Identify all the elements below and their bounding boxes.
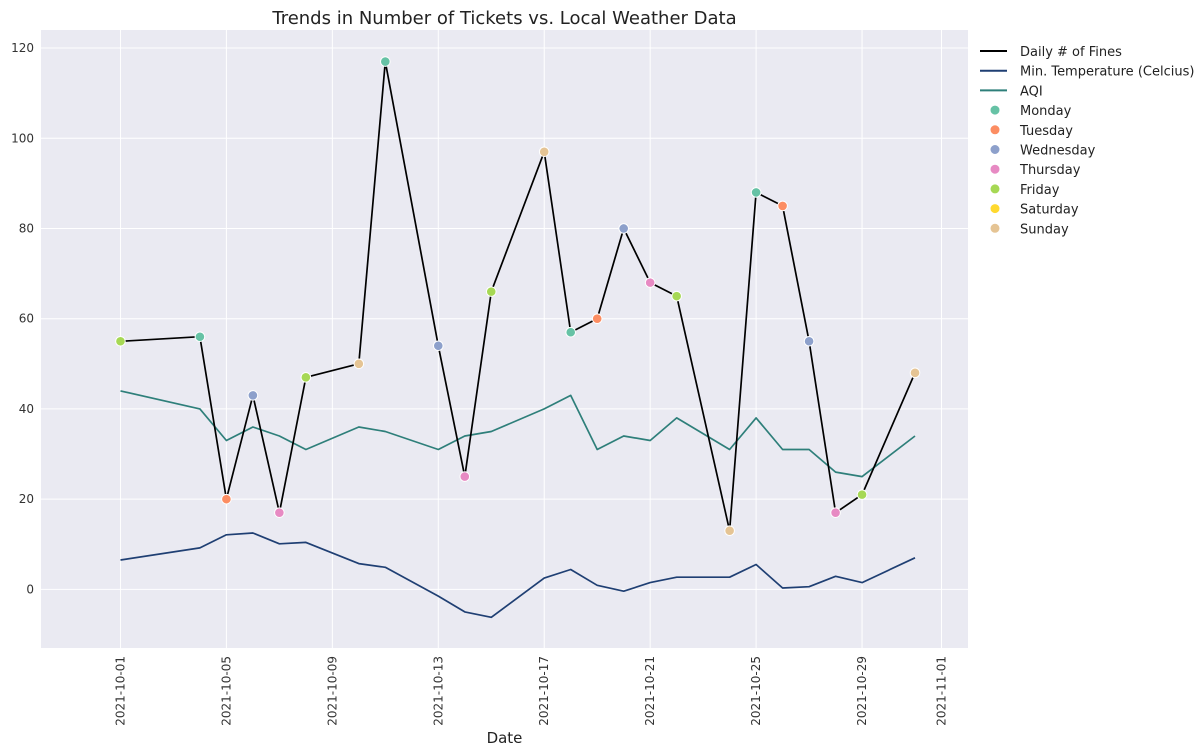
fines-marker [538, 146, 550, 158]
y-tick-label: 60 [19, 312, 34, 326]
y-tick-label: 80 [19, 221, 34, 235]
legend-entry: AQI [1020, 84, 1043, 99]
series-line-0 [120, 60, 916, 532]
legend-entry: Monday [1020, 104, 1072, 119]
legend-marker-swatch [989, 203, 1001, 215]
y-tick-label: 100 [11, 131, 34, 145]
legend-entry: Tuesday [1019, 124, 1073, 139]
y-tick-label: 0 [26, 582, 34, 596]
x-tick-label: 2021-10-17 [537, 656, 551, 726]
x-tick-label: 2021-10-09 [325, 656, 339, 726]
fines-marker [221, 493, 232, 505]
fines-marker [591, 313, 603, 325]
chart-title: Trends in Number of Tickets vs. Local We… [271, 8, 736, 29]
fines-marker [353, 358, 365, 370]
fines-marker [194, 331, 206, 343]
fines-marker [644, 277, 656, 288]
fines-marker [803, 335, 815, 347]
y-tick-label: 40 [19, 402, 34, 416]
fines-marker [671, 290, 682, 302]
fines-marker [459, 471, 471, 482]
legend-marker-swatch [989, 183, 1001, 195]
x-axis-label: Date [487, 729, 523, 747]
x-tick-label: 2021-10-21 [643, 656, 657, 726]
fines-marker [724, 525, 735, 537]
fines-marker [432, 340, 444, 352]
y-axis-ticks: 0 20 40 60 80 100 120 [11, 41, 34, 596]
legend-entry: Daily # of Fines [1020, 45, 1122, 60]
fines-marker [115, 335, 126, 347]
legend: Daily # of Fines Min. Temperature (Celciu… [980, 45, 1194, 237]
x-axis-ticks: 2021-10-01 2021-10-05 2021-10-09 2021-10-13… [113, 656, 948, 726]
x-tick-label: 2021-10-29 [855, 656, 869, 726]
legend-entry: Min. Temperature (Celcius) [1020, 65, 1194, 80]
legend-marker-swatch [989, 144, 1001, 155]
fines-marker [565, 326, 577, 338]
fines-marker [274, 507, 285, 518]
fines-marker [380, 56, 391, 67]
plot-area [41, 30, 968, 648]
legend-marker-swatch [989, 163, 1001, 175]
legend-entry: Wednesday [1020, 144, 1096, 159]
series-lines [120, 60, 916, 619]
legend-marker-swatch [989, 124, 1001, 136]
legend-entry: Saturday [1020, 203, 1079, 218]
x-tick-label: 2021-10-01 [113, 656, 127, 726]
x-tick-label: 2021-11-01 [935, 656, 949, 726]
legend-marker-swatch [989, 222, 1001, 234]
fines-marker [777, 200, 788, 212]
series-line-2 [120, 390, 916, 478]
series-line-1 [120, 532, 916, 619]
y-tick-label: 120 [11, 41, 34, 55]
fines-marker [856, 489, 868, 500]
grid [41, 30, 968, 648]
legend-entry: Thursday [1019, 163, 1081, 178]
y-tick-label: 20 [19, 492, 34, 506]
legend-entry: Sunday [1020, 222, 1069, 237]
fines-marker [247, 390, 259, 401]
weekday-markers [115, 56, 921, 537]
x-tick-label: 2021-10-25 [749, 656, 763, 726]
legend-entry: Friday [1020, 183, 1060, 198]
fines-marker [300, 372, 312, 383]
legend-marker-swatch [989, 104, 1001, 116]
x-tick-label: 2021-10-13 [431, 656, 445, 726]
fines-marker [909, 367, 921, 379]
fines-marker [830, 507, 841, 518]
fines-marker [618, 223, 629, 234]
x-tick-label: 2021-10-05 [219, 656, 233, 726]
fines-marker [750, 187, 762, 198]
fines-marker [485, 286, 497, 297]
